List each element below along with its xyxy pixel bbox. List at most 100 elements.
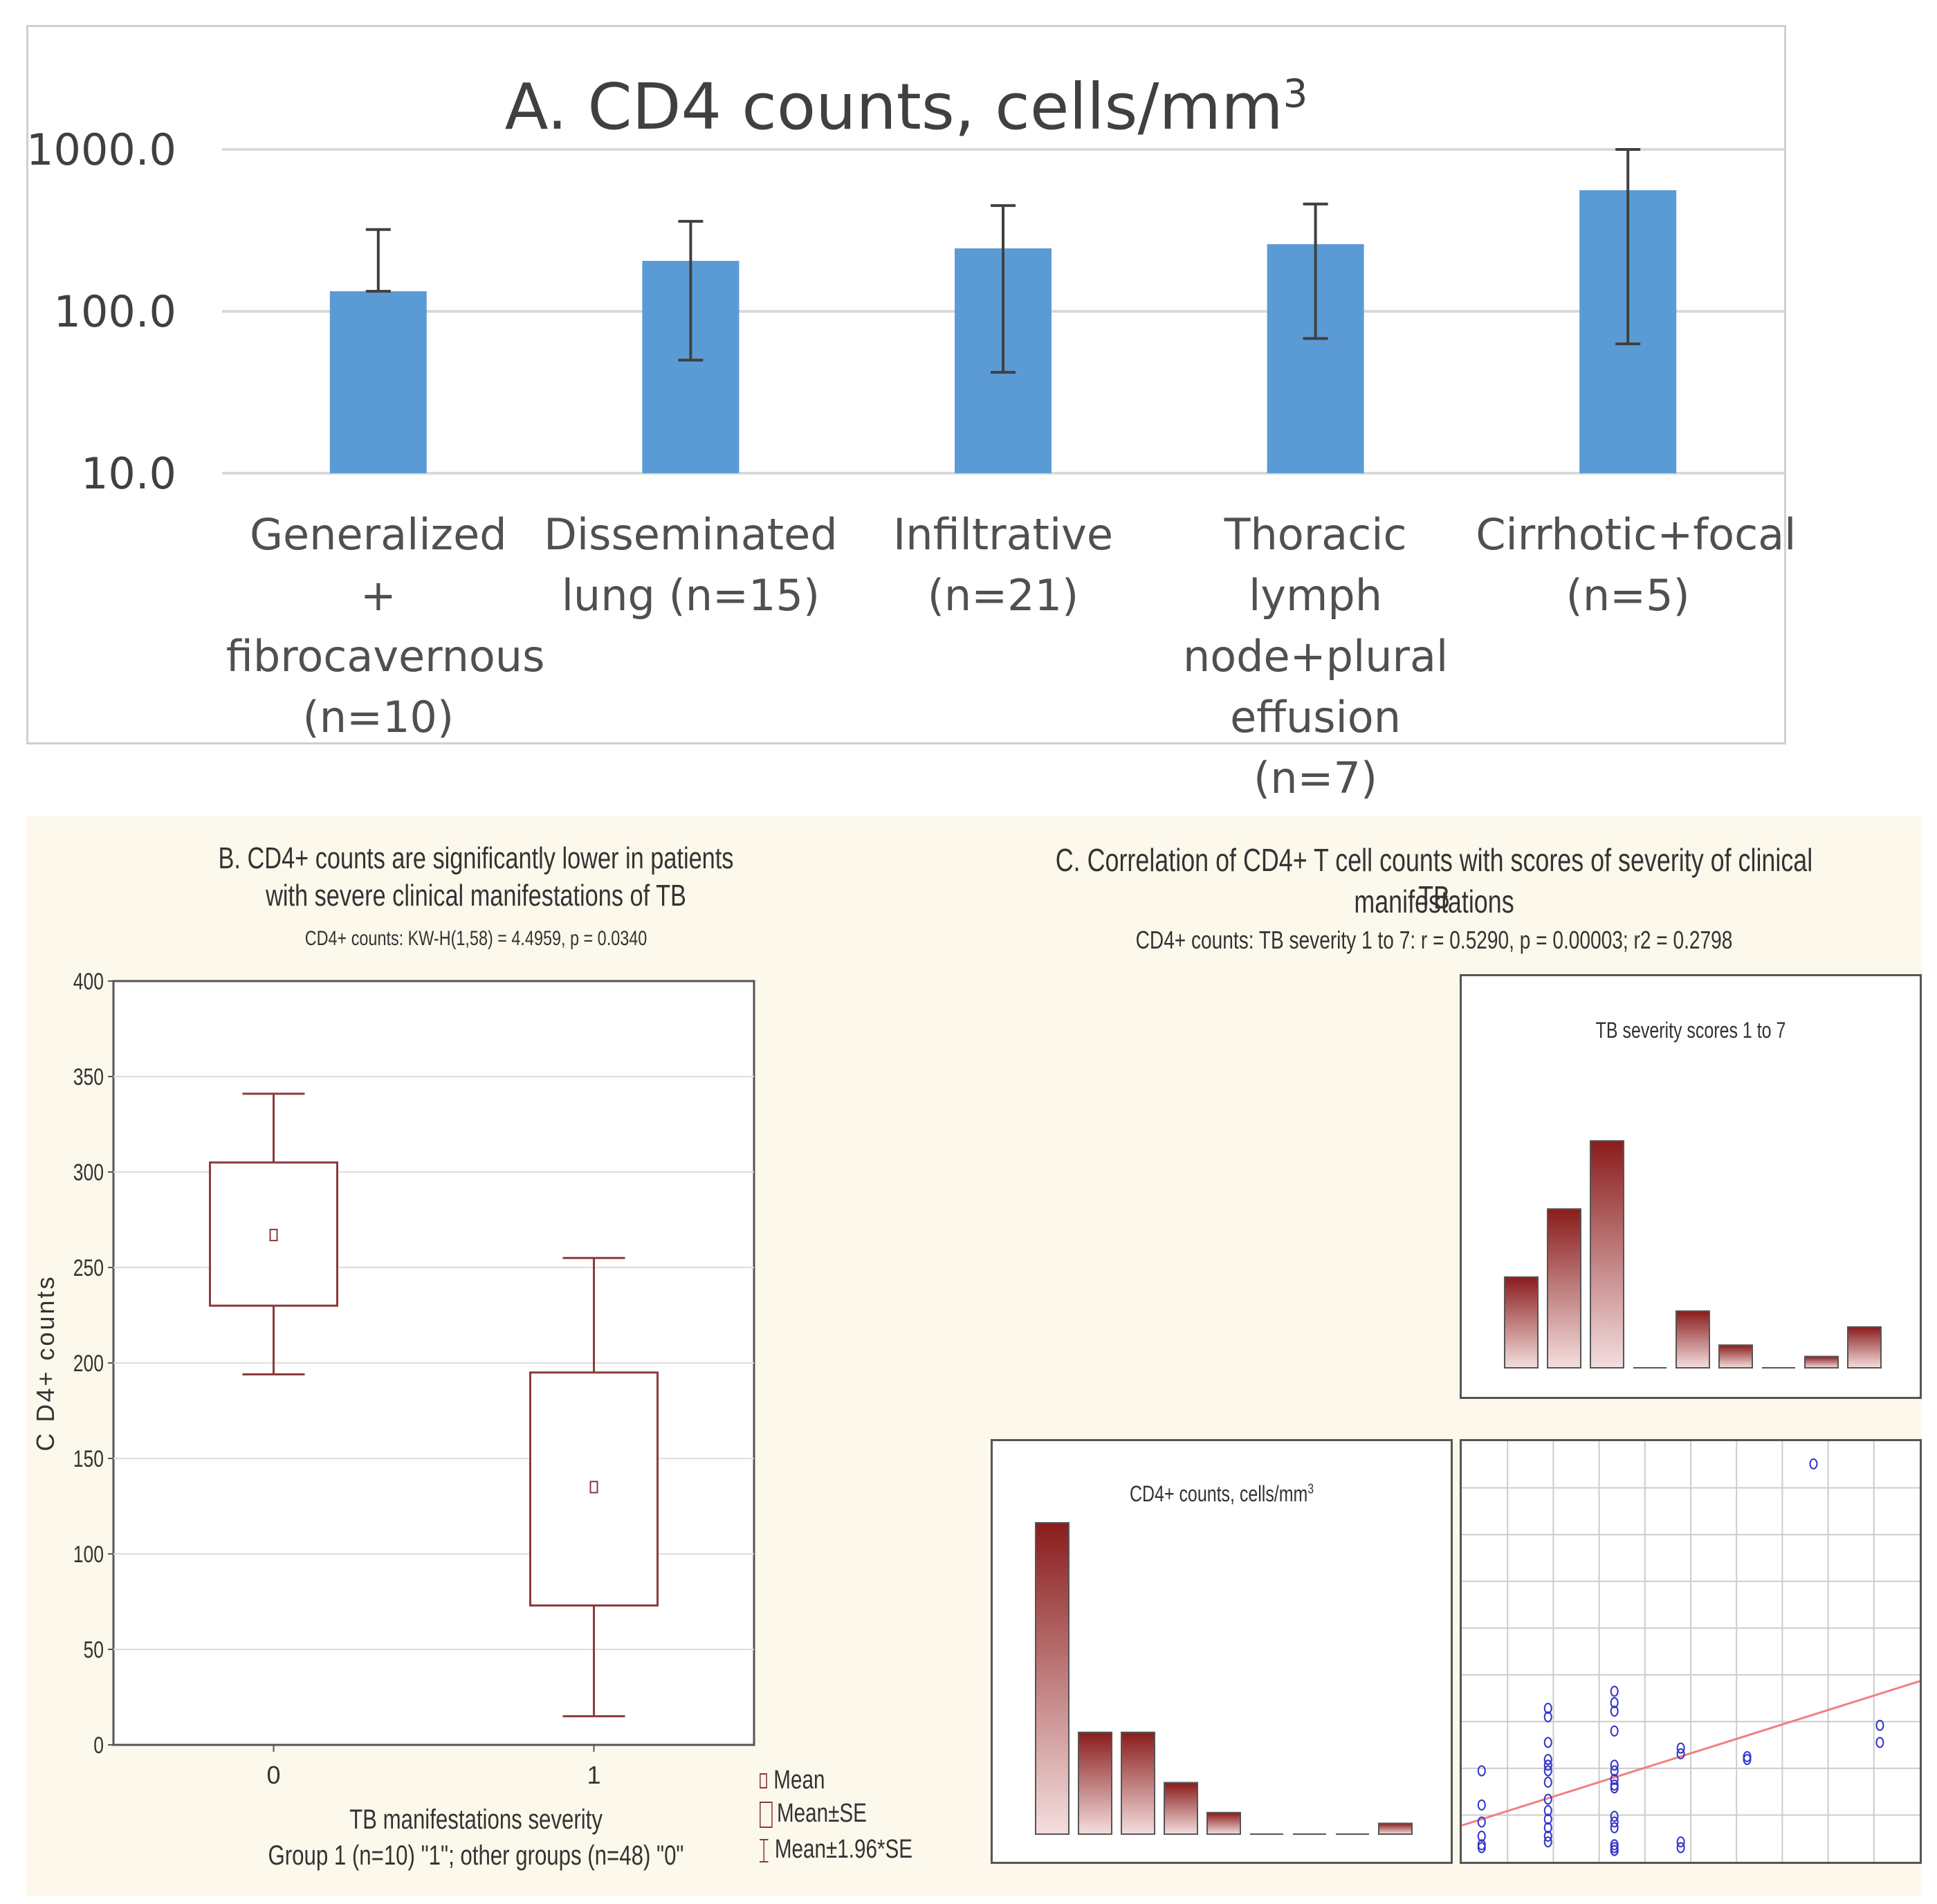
histogram-bar: [1547, 1208, 1581, 1368]
y-tick-label: 1000.0: [28, 125, 176, 175]
panel-a-title: A. CD4 counts, cells/mm3: [504, 70, 1308, 144]
scatter-point: [1610, 1782, 1619, 1794]
mean-marker: [269, 1229, 278, 1242]
scatter-point: [1610, 1726, 1619, 1737]
category-label: Cirrhotic+focal (n=5): [1476, 509, 1797, 621]
regression-line: [1462, 1680, 1920, 1827]
y-tick-label: 100.0: [54, 286, 177, 337]
panel-b-xlabel-line2: Group 1 (n=10) "1"; other groups (n=48) …: [268, 1840, 684, 1871]
scatter-point: [1610, 1759, 1619, 1771]
scatter-point: [1610, 1811, 1619, 1822]
scatter-point: [1543, 1813, 1552, 1825]
scatter-point: [1809, 1458, 1818, 1470]
y-tick-label: 250: [73, 1255, 104, 1281]
scatter-point: [1543, 1711, 1552, 1723]
y-tick-label: 200: [73, 1351, 104, 1377]
panel-b-xlabel-line1: TB manifestations severity: [349, 1804, 603, 1835]
histogram-bar: [1378, 1822, 1413, 1836]
scatter-point: [1543, 1759, 1552, 1771]
scatter-point: [1610, 1844, 1619, 1856]
histogram-bar: [1121, 1731, 1155, 1835]
scatter-point: [1676, 1742, 1685, 1754]
histogram-bar: [1035, 1522, 1070, 1835]
hist-top-plot: [1504, 1140, 1882, 1369]
hist-left-title: CD4+ counts, cells/mm3: [1130, 1481, 1314, 1506]
scatter-point: [1676, 1836, 1685, 1848]
scatter-point: [1477, 1816, 1486, 1828]
histogram-bar: [1804, 1355, 1839, 1368]
scatter-point: [1543, 1836, 1552, 1848]
scatter-point: [1477, 1765, 1486, 1777]
histogram-bar: [1676, 1310, 1710, 1368]
legend-se-marker: [760, 1801, 773, 1828]
scatter-point: [1543, 1805, 1552, 1817]
scatter-point: [1543, 1703, 1552, 1714]
scatter-point: [1676, 1748, 1685, 1759]
y-tick-label: 350: [73, 1064, 104, 1090]
panel-b-plot: 0 50 100 150 200 250 300 350 400 C D4+ counts 0 1: [31, 969, 755, 1789]
bar: [329, 291, 427, 473]
y-tick-label: 300: [73, 1160, 104, 1186]
scatter-point: [1676, 1842, 1685, 1853]
y-tick-label: 0: [93, 1732, 104, 1759]
scatter-point: [1610, 1816, 1619, 1828]
histogram-bar: [1078, 1731, 1112, 1835]
x-tick-label: 1: [587, 1761, 600, 1789]
scatter-point: [1543, 1754, 1552, 1766]
histogram-bar: [1206, 1811, 1241, 1835]
scatter-plot: [1462, 1441, 1920, 1862]
hist-top-title: TB severity scores 1 to 7: [1595, 1018, 1786, 1043]
panel-c-correlation: C. Correlation of CD4+ T cell counts wit…: [946, 816, 1922, 1896]
histogram-bar: [1590, 1140, 1624, 1368]
scatter-point: [1610, 1696, 1619, 1708]
hist-top-frame: TB severity scores 1 to 7: [1460, 974, 1922, 1399]
x-tick-label: 0: [266, 1761, 280, 1789]
panel-b-title-line1: B. CD4+ counts are significantly lower i…: [218, 841, 734, 875]
y-tick-label: 150: [73, 1446, 104, 1472]
category-label: Disseminated lung (n=15): [544, 509, 838, 621]
scatter-point: [1875, 1719, 1884, 1731]
category-label: Thoracic lymph node+plural effusion (n=7…: [1182, 509, 1449, 803]
legend-mean-ci: Mean±1.96*SE: [760, 1835, 912, 1865]
histogram-bar: [1504, 1276, 1539, 1368]
hist-left-frame: CD4+ counts, cells/mm3: [991, 1439, 1453, 1864]
y-tick-label: 400: [73, 969, 104, 995]
panel-b-boxplot: B. CD4+ counts are significantly lower i…: [26, 816, 967, 1896]
panel-c-stat: CD4+ counts: TB severity 1 to 7: r = 0.5…: [1135, 926, 1733, 954]
scatter-point: [1875, 1737, 1884, 1748]
scatter-frame: [1460, 1439, 1922, 1864]
scatter-point: [1743, 1751, 1752, 1762]
scatter-point: [1477, 1799, 1486, 1811]
scatter-point: [1610, 1822, 1619, 1833]
y-tick-label: 100: [73, 1541, 104, 1568]
scatter-point: [1477, 1842, 1486, 1853]
scatter-point: [1543, 1822, 1552, 1833]
scatter-point: [1543, 1776, 1552, 1788]
scatter-point: [1610, 1705, 1619, 1717]
scatter-point: [1543, 1831, 1552, 1842]
legend-mean-marker: [760, 1773, 767, 1788]
scatter-point: [1610, 1765, 1619, 1777]
scatter-point: [1610, 1773, 1619, 1785]
legend-ci-marker: [760, 1838, 769, 1862]
panel-a-chart: A. CD4 counts, cells/mm3 1000.0 100.0 10.0…: [26, 25, 1797, 803]
hist-left-plot: [1035, 1522, 1413, 1836]
panel-a-plot: 1000.0 100.0 10.0: [28, 125, 1784, 499]
scatter-point: [1543, 1737, 1552, 1748]
scatter-point: [1543, 1793, 1552, 1805]
panel-bc-background: B. CD4+ counts are significantly lower i…: [26, 816, 1922, 1896]
scatter-point: [1543, 1765, 1552, 1777]
legend-mean: Mean: [760, 1766, 825, 1795]
y-axis-label: C D4+ counts: [31, 1274, 59, 1451]
histogram-bar: [1164, 1782, 1198, 1836]
panel-b-title-line2: with severe clinical manifestations of T…: [266, 879, 686, 913]
panel-b-stat: CD4+ counts: KW-H(1,58) = 4.4959, p = 0.…: [304, 927, 648, 950]
panel-c-title-line2: manifestations: [1354, 884, 1514, 919]
y-tick-label: 10.0: [81, 448, 176, 499]
category-label: Generalized + fibrocavernous (n=10): [226, 509, 545, 742]
scatter-point: [1477, 1831, 1486, 1842]
scatter-point: [1610, 1685, 1619, 1697]
histogram-bar: [1847, 1326, 1882, 1368]
y-tick-label: 50: [83, 1637, 104, 1663]
category-label: Infiltrative (n=21): [892, 509, 1114, 621]
